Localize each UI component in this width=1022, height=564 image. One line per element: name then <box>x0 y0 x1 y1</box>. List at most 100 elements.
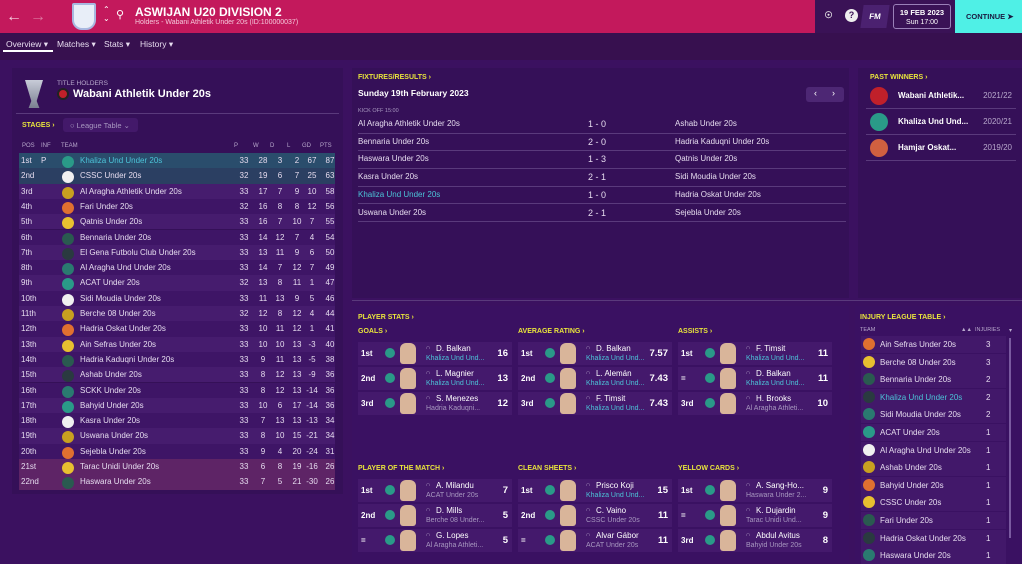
away-team[interactable]: Qatnis Under 20s <box>675 154 738 164</box>
injury-row[interactable]: ACAT Under 20s 1 <box>861 424 1006 441</box>
player-name[interactable]: Alvar Gábor <box>596 531 639 540</box>
table-row[interactable]: 9th ACAT Under 20s 32 13 8 11 1 47 <box>19 275 335 291</box>
team-name[interactable]: Hadria Oskat Under 20s <box>80 324 166 334</box>
team-name[interactable]: Khaliza Und Under 20s <box>80 156 163 165</box>
team-name[interactable]: Sidi Moudia Under 20s <box>80 293 161 303</box>
clean-sheets-link[interactable]: CLEAN SHEETS › <box>518 465 577 472</box>
table-row[interactable]: 10th Sidi Moudia Under 20s 33 11 13 9 5 46 <box>19 290 335 306</box>
fm-menu-button[interactable]: FM <box>860 5 890 28</box>
team-name[interactable]: Ain Sefras Under 20s <box>80 339 157 349</box>
home-team[interactable]: Kasra Under 20s <box>358 172 419 182</box>
tab-history[interactable]: History ▾ <box>140 39 174 49</box>
player-club[interactable]: Khaliza Und Und... <box>586 405 645 412</box>
player-name[interactable]: D. Mills <box>436 506 463 515</box>
player-stat-row[interactable]: 3rd ∩ F. Timsit Khaliza Und Und... 7.43 <box>518 392 672 415</box>
team-name[interactable]: Haswara Under 20s <box>80 477 151 487</box>
player-stat-row[interactable]: 1st ∩ F. Timsit Khaliza Und Und... 11 <box>678 342 832 365</box>
column-header-w[interactable]: W <box>253 143 259 149</box>
player-club[interactable]: Berche 08 Under... <box>426 517 485 524</box>
score[interactable]: 1 - 0 <box>588 119 607 129</box>
player-stat-row[interactable]: = ∩ D. Balkan Khaliza Und Und... 11 <box>678 367 832 390</box>
away-team[interactable]: Sidi Moudia Under 20s <box>675 172 756 182</box>
team-name[interactable]: SCKK Under 20s <box>80 385 141 395</box>
player-club[interactable]: ACAT Under 20s <box>426 492 479 499</box>
sort-icon[interactable]: ▲▲ <box>961 327 972 333</box>
table-row[interactable]: 14th Hadria Kaduqni Under 20s 33 9 11 13 -5 38 <box>19 351 335 368</box>
away-team[interactable]: Hadria Oskat Under 20s <box>675 189 761 199</box>
team-name[interactable]: Fari Under 20s <box>880 516 933 525</box>
tab-matches[interactable]: Matches ▾ <box>57 39 96 49</box>
player-name[interactable]: L. Magnier <box>436 369 474 378</box>
trophy-icon[interactable]: ☉ <box>824 10 833 20</box>
player-club[interactable]: CSSC Under 20s <box>586 517 640 524</box>
player-club[interactable]: Hadria Kaduqni... <box>426 405 481 412</box>
team-name[interactable]: Al Aragha Athletik Under 20s <box>80 186 182 196</box>
player-stats-link[interactable]: PLAYER STATS › <box>358 314 414 321</box>
team-name[interactable]: Sidi Moudia Under 20s <box>880 410 961 420</box>
winner-name[interactable]: Wabani Athletik... <box>898 91 965 100</box>
home-team[interactable]: Haswara Under 20s <box>358 154 429 164</box>
fixture-row[interactable]: Bennaria Under 20s 2 - 0 Hadria Kaduqni Un… <box>358 134 846 152</box>
player-stat-row[interactable]: 1st ∩ A. Sang-Ho... Haswara Under 2... 9 <box>678 479 832 502</box>
player-stat-row[interactable]: 2nd ∩ L. Alemán Khaliza Und Und... 7.43 <box>518 367 672 390</box>
table-row[interactable]: 16th SCKK Under 20s 33 8 12 13 -14 36 <box>19 382 335 398</box>
player-name[interactable]: K. Dujardin <box>756 506 796 515</box>
tab-overview[interactable]: Overview ▾ <box>6 39 49 49</box>
player-stat-row[interactable]: 3rd ∩ S. Menezes Hadria Kaduqni... 12 <box>358 392 512 415</box>
table-row[interactable]: 11th Berche 08 Under 20s 32 12 8 12 4 44 <box>19 306 335 322</box>
player-stat-row[interactable]: 2nd ∩ C. Vaino CSSC Under 20s 11 <box>518 504 672 527</box>
title-holders-team[interactable]: Wabani Athletik Under 20s <box>73 88 211 100</box>
player-name[interactable]: D. Balkan <box>596 344 631 353</box>
player-name[interactable]: A. Sang-Ho... <box>756 481 805 490</box>
team-name[interactable]: CSSC Under 20s <box>880 498 942 508</box>
fixture-row[interactable]: Uswana Under 20s 2 - 1 Sejebla Under 20s <box>358 205 846 223</box>
prev-icon[interactable]: ‹ <box>814 88 817 98</box>
next-icon[interactable]: › <box>832 88 835 98</box>
injury-row[interactable]: Al Aragha Und Under 20s 1 <box>861 441 1006 459</box>
player-club[interactable]: Al Aragha Athleti... <box>746 405 804 412</box>
player-club[interactable]: Khaliza Und Und... <box>426 380 485 387</box>
table-row[interactable]: 4th Fari Under 20s 32 16 8 8 12 56 <box>19 198 335 215</box>
team-name[interactable]: Bennaria Under 20s <box>80 232 152 242</box>
player-name[interactable]: F. Timsit <box>596 394 626 403</box>
fixture-row[interactable]: Khaliza Und Under 20s 1 - 0 Hadria Oskat U… <box>358 187 846 205</box>
team-name[interactable]: Fari Under 20s <box>80 201 133 211</box>
table-row[interactable]: 3rd Al Aragha Athletik Under 20s 33 17 7 9 10 5… <box>19 183 335 199</box>
away-team[interactable]: Hadria Kaduqni Under 20s <box>675 136 770 146</box>
home-team[interactable]: Uswana Under 20s <box>358 207 427 217</box>
score[interactable]: 2 - 0 <box>588 136 607 147</box>
player-stat-row[interactable]: = ∩ K. Dujardin Tarac Unidi Und... 9 <box>678 504 832 527</box>
team-name[interactable]: Qatnis Under 20s <box>80 217 143 227</box>
player-name[interactable]: F. Timsit <box>756 344 786 353</box>
past-winner-row[interactable]: Hamjar Oskat... 2019/20 <box>866 135 1016 161</box>
yellow-cards-link[interactable]: YELLOW CARDS › <box>678 465 740 472</box>
table-row[interactable]: 12th Hadria Oskat Under 20s 33 10 11 12 1 41 <box>19 321 335 337</box>
player-club[interactable]: Haswara Under 2... <box>746 492 807 499</box>
player-club[interactable]: ACAT Under 20s <box>586 542 639 549</box>
team-name[interactable]: Bahyid Under 20s <box>880 480 944 490</box>
column-header-p[interactable]: P <box>234 143 239 149</box>
player-name[interactable]: A. Milandu <box>436 481 474 490</box>
score[interactable]: 1 - 3 <box>588 154 607 165</box>
winner-name[interactable]: Hamjar Oskat... <box>898 143 957 152</box>
injury-team-header[interactable]: TEAM <box>860 327 876 333</box>
table-row[interactable]: 21st Tarac Unidi Under 20s 33 6 8 19 -16 26 <box>19 459 335 475</box>
column-header-pts[interactable]: PTS <box>320 143 332 149</box>
score[interactable]: 2 - 1 <box>588 172 607 183</box>
player-name[interactable]: Abdul Avitus <box>756 531 800 540</box>
team-name[interactable]: Tarac Unidi Under 20s <box>80 462 160 471</box>
tab-stats[interactable]: Stats ▾ <box>104 39 131 49</box>
team-name[interactable]: Uswana Under 20s <box>80 431 149 441</box>
table-row[interactable]: 18th Kasra Under 20s 33 7 13 13 -13 34 <box>19 413 335 429</box>
team-name[interactable]: Khaliza Und Under 20s <box>880 392 963 402</box>
team-name[interactable]: CSSC Under 20s <box>80 171 142 181</box>
winner-name[interactable]: Khaliza Und Und... <box>898 117 969 126</box>
team-name[interactable]: Ashab Under 20s <box>880 463 942 473</box>
player-club[interactable]: Al Aragha Athleti... <box>426 542 484 549</box>
player-stat-row[interactable]: = ∩ G. Lopes Al Aragha Athleti... 5 <box>358 529 512 552</box>
past-winner-row[interactable]: Khaliza Und Und... 2020/21 <box>866 109 1016 135</box>
team-name[interactable]: Berche 08 Under 20s <box>880 357 956 367</box>
player-stat-row[interactable]: = ∩ Alvar Gábor ACAT Under 20s 11 <box>518 529 672 552</box>
team-name[interactable]: El Gena Futbolu Club Under 20s <box>80 247 196 257</box>
team-name[interactable]: Ain Sefras Under 20s <box>880 340 957 349</box>
